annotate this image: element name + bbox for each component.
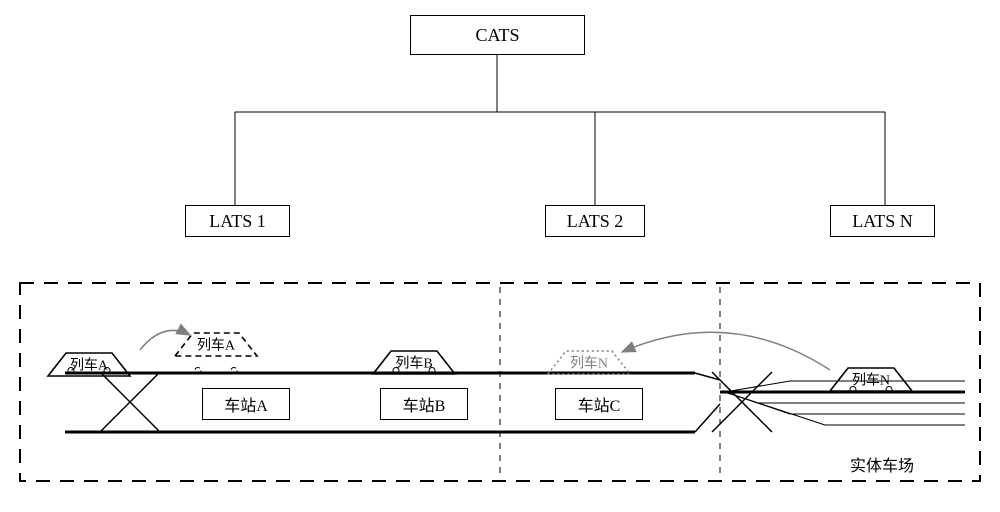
station-a-box: 车站A bbox=[202, 388, 290, 420]
yard-legend: 实体车场 bbox=[850, 452, 914, 476]
lats-1-label: LATS 1 bbox=[209, 211, 266, 232]
lats-2-node: LATS 2 bbox=[545, 205, 645, 237]
lats-1-node: LATS 1 bbox=[185, 205, 290, 237]
diagram-svg: 列车A 列车A 列车B 列车N 列车N bbox=[0, 0, 1000, 512]
root-node: CATS bbox=[410, 15, 585, 55]
station-b-label: 车站B bbox=[403, 392, 446, 416]
lats-n-label: LATS N bbox=[852, 211, 913, 232]
svg-text:列车A: 列车A bbox=[197, 337, 236, 354]
station-c-label: 车站C bbox=[578, 392, 621, 416]
train-N_right-icon: 列车N bbox=[830, 368, 912, 393]
station-b-box: 车站B bbox=[380, 388, 468, 420]
station-a-label: 车站A bbox=[224, 392, 268, 416]
svg-text:列车B: 列车B bbox=[395, 355, 432, 372]
svg-text:列车N: 列车N bbox=[570, 355, 608, 372]
train-A_dashed-icon: 列车A bbox=[175, 333, 257, 374]
train-N_dotted-icon: 列车N bbox=[548, 351, 630, 374]
svg-text:列车N: 列车N bbox=[852, 372, 890, 389]
lats-2-label: LATS 2 bbox=[567, 211, 624, 232]
station-c-box: 车站C bbox=[555, 388, 643, 420]
lats-n-node: LATS N bbox=[830, 205, 935, 237]
train-B-icon: 列车B bbox=[373, 351, 455, 374]
train-A_solid-icon: 列车A bbox=[48, 353, 130, 376]
root-label: CATS bbox=[475, 25, 519, 46]
svg-text:列车A: 列车A bbox=[70, 357, 109, 374]
